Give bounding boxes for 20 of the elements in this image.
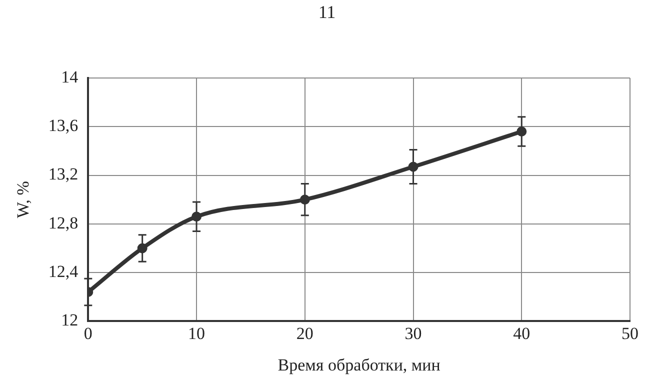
x-tick-label: 50 [622,324,638,343]
x-tick-label: 40 [513,324,530,343]
point [192,212,202,222]
y-axis-title: W, % [14,181,33,218]
y-tick-label: 12,4 [48,262,79,282]
x-tick-label: 20 [296,324,314,343]
x-tick-label: 0 [84,324,92,343]
x-tick-label: 10 [188,324,206,343]
y-tick-label: 13,2 [48,164,78,184]
point [408,162,418,172]
y-tick-label: 13,6 [48,116,78,136]
text: 11 [317,2,337,23]
y-tick-label: 12,8 [48,213,78,232]
point [137,243,148,254]
x-axis-title: Время обработки, мин [278,355,440,374]
y-tick-label: 14 [61,67,79,86]
point [516,126,527,137]
point [300,194,310,205]
x-tick-label: 30 [404,324,422,343]
y-tick-label: 12 [61,310,78,330]
